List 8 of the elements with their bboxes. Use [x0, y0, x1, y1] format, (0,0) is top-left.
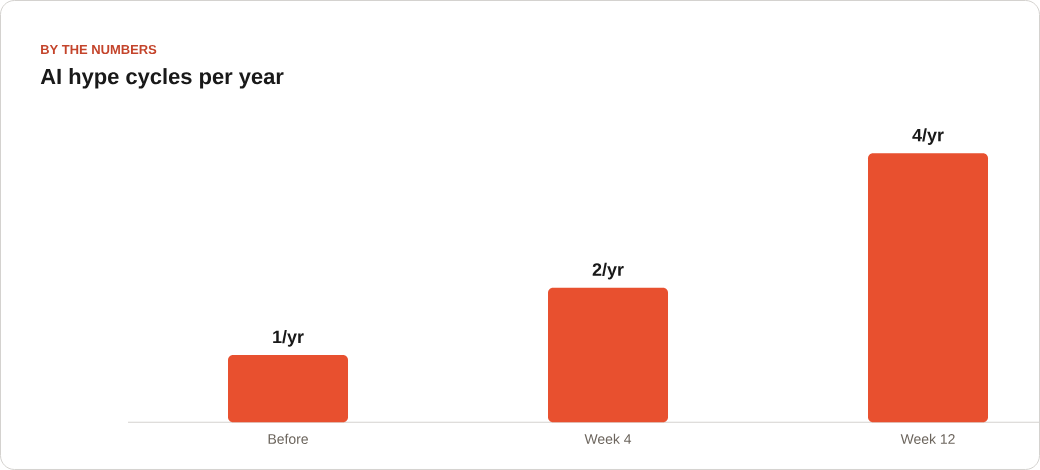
- x-tick-label: Week 12: [900, 433, 955, 444]
- x-tick-label: Before: [268, 433, 308, 444]
- data-label: 1/yr: [273, 329, 304, 347]
- data-label: 4/yr: [912, 128, 944, 145]
- x-tick-label: Week 4: [584, 433, 632, 444]
- chart-title: AI hype cycles per year: [40, 68, 284, 89]
- chart-subtitle: BY THE NUMBERS: [41, 44, 157, 55]
- data-label: 2/yr: [592, 262, 624, 280]
